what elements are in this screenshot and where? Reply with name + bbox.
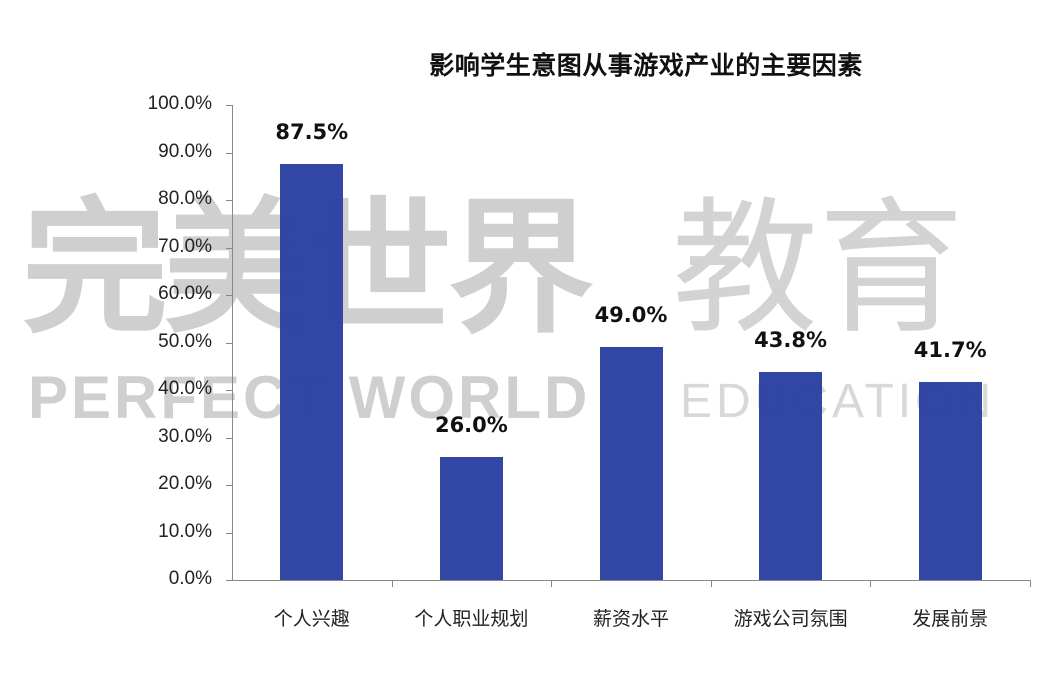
y-tick	[226, 437, 232, 439]
y-tick-label: 20.0%	[158, 473, 212, 494]
y-tick	[226, 390, 232, 391]
y-tick-label: 10.0%	[158, 520, 212, 542]
y-tick	[226, 342, 232, 344]
x-tick	[551, 580, 553, 587]
bar-value-label: 41.7%	[913, 337, 987, 362]
bar-value-label: 43.8%	[754, 327, 828, 352]
x-axis	[232, 580, 1030, 581]
y-tick	[226, 200, 232, 201]
bar	[439, 456, 503, 580]
y-tick	[226, 532, 232, 534]
y-tick-label: 50.0%	[158, 330, 212, 352]
x-tick	[1030, 580, 1031, 587]
x-tick	[710, 580, 712, 587]
x-category-label: 个人职业规划	[414, 608, 529, 630]
y-tick	[226, 152, 232, 154]
y-tick-label: 0.0%	[168, 568, 212, 589]
bar	[280, 164, 344, 580]
y-tick-label: 30.0%	[158, 425, 212, 447]
y-tick	[226, 105, 232, 106]
x-tick	[391, 580, 393, 587]
y-tick-label: 100.0%	[147, 93, 212, 114]
y-tick	[226, 247, 232, 249]
y-tick	[226, 580, 232, 581]
y-tick-label: 90.0%	[158, 140, 212, 162]
bar-value-label: 49.0%	[594, 303, 668, 328]
x-category-label: 个人兴趣	[273, 608, 350, 630]
y-axis	[232, 105, 233, 581]
y-tick-label: 80.0%	[158, 188, 212, 209]
y-tick-label: 70.0%	[158, 235, 212, 257]
chart-title: 影响学生意图从事游戏产业的主要因素	[429, 51, 863, 80]
y-tick-label: 40.0%	[158, 378, 212, 399]
watermark-cn-sub: 教育	[672, 184, 964, 354]
bar	[918, 381, 982, 580]
bar-value-label: 26.0%	[434, 412, 508, 437]
bar	[759, 371, 823, 580]
y-tick	[226, 485, 232, 486]
x-category-label: 发展前景	[912, 608, 989, 630]
x-category-label: 游戏公司氛围	[733, 608, 848, 630]
bar-value-label: 87.5%	[275, 120, 349, 145]
x-category-label: 薪资水平	[592, 608, 669, 630]
x-tick	[870, 580, 872, 587]
y-tick	[226, 295, 232, 296]
bar	[599, 347, 663, 580]
y-tick-label: 60.0%	[158, 283, 212, 304]
